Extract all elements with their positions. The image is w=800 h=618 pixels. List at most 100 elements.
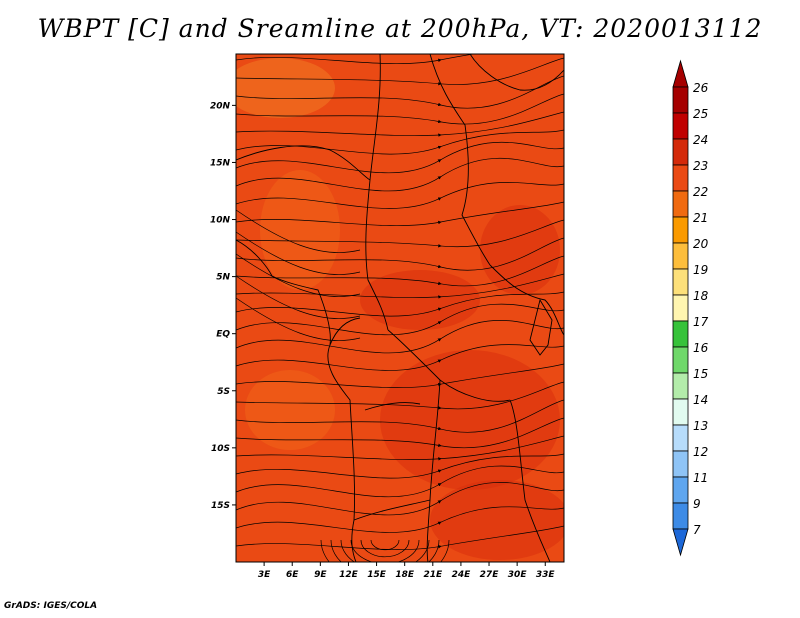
streamline	[236, 525, 564, 550]
colorbar-segment	[672, 138, 689, 166]
streamline	[236, 319, 564, 354]
lon-tick-label: 27E	[480, 570, 500, 580]
streamline	[236, 303, 564, 336]
streamline	[236, 344, 564, 371]
temperature-patch	[380, 350, 560, 490]
temperature-patch	[236, 58, 335, 118]
longitude-axis: 3E 6E 9E 12E 15E 18E 21E 24E 27E 30E 33E	[258, 562, 556, 580]
colorbar-segment	[672, 190, 689, 218]
streamline	[236, 201, 564, 226]
streamline	[236, 231, 361, 275]
colorbar-segment	[672, 268, 689, 296]
colorbar-label: 17	[693, 315, 709, 329]
lon-tick-label: 3E	[258, 570, 271, 580]
streamline	[340, 539, 430, 562]
colorbar-label: 12	[693, 445, 708, 459]
lat-tick-label: 15N	[210, 158, 231, 168]
colorbar-label: 21	[693, 211, 708, 225]
lon-tick-label: 18E	[395, 570, 415, 580]
streamlines	[236, 54, 564, 562]
coastline	[469, 54, 564, 91]
colorbar-segment	[672, 424, 689, 452]
streamline	[236, 182, 564, 209]
colorbar-top-cap	[672, 59, 689, 88]
coastline	[509, 399, 551, 562]
streamline	[236, 363, 564, 388]
coastlines	[236, 54, 564, 562]
streamline	[236, 275, 361, 319]
coastline	[353, 499, 431, 521]
colorbar-label: 26	[693, 81, 709, 95]
lon-tick-label: 9E	[314, 570, 327, 580]
lon-tick-label: 30E	[508, 570, 528, 580]
colorbar-segment	[672, 398, 689, 426]
coastline	[489, 264, 564, 336]
lat-tick-label: 20N	[210, 101, 231, 111]
streamline	[236, 417, 564, 449]
colorbar: 26 25 24 23 22 21 20 19 18 17 16 15 14 13 12 11 9 7	[672, 59, 709, 557]
coastline	[329, 317, 361, 346]
coastline	[426, 379, 441, 562]
streamline	[236, 111, 564, 137]
streamline	[236, 129, 564, 155]
streamline	[236, 482, 564, 516]
colorbar-label: 23	[693, 159, 708, 173]
streamline	[236, 93, 564, 125]
streamline	[236, 465, 564, 498]
colorbar-segment	[672, 112, 689, 140]
temperature-patch	[260, 170, 340, 290]
figure-title: WBPT [C] and Sreamline at 200hPa, VT: 20…	[37, 14, 763, 43]
temperature-patches	[236, 58, 564, 560]
temperature-patch	[245, 370, 335, 450]
streamline	[236, 57, 564, 86]
coastline	[365, 54, 389, 331]
streamline	[360, 539, 410, 558]
colorbar-segment	[672, 450, 689, 478]
colorbar-label: 14	[693, 393, 708, 407]
streamline	[236, 141, 564, 174]
map-frame	[235, 53, 565, 563]
lon-tick-label: 33E	[536, 570, 556, 580]
lat-tick-label: 5N	[216, 273, 230, 283]
colorbar-label: 13	[693, 419, 708, 433]
latitude-axis: 20N 15N 10N 5N EQ 5S 10S 15S	[210, 101, 236, 511]
lon-tick-label: 21E	[423, 570, 443, 580]
coastline	[364, 402, 421, 411]
streamline	[236, 381, 564, 410]
colorbar-segment	[672, 86, 689, 114]
streamline	[236, 453, 564, 479]
streamline	[236, 273, 564, 299]
lon-tick-label: 6E	[286, 570, 299, 580]
streamline	[236, 219, 564, 248]
colorbar-label: 15	[693, 367, 708, 381]
streamline	[330, 539, 440, 562]
lat-tick-label: 5S	[217, 387, 230, 397]
temperature-patch	[480, 205, 560, 295]
colorbar-label: 7	[693, 523, 701, 537]
colorbar-segment	[672, 372, 689, 400]
grads-credit: GrADS: IGES/COLA	[4, 601, 98, 611]
streamline	[236, 435, 564, 461]
temperature-patch	[430, 480, 564, 560]
coastline	[529, 298, 553, 356]
colorbar-label: 25	[693, 107, 708, 121]
colorbar-label: 9	[693, 497, 701, 511]
colorbar-label: 19	[693, 263, 708, 277]
streamline	[236, 54, 476, 64]
colorbar-segment	[672, 476, 689, 504]
colorbar-segment	[672, 216, 689, 244]
streamline	[236, 506, 564, 533]
colorbar-segment	[672, 320, 689, 348]
streamline	[350, 539, 420, 562]
colorbar-segment	[672, 502, 689, 530]
streamline	[236, 157, 564, 192]
streamline	[236, 209, 361, 253]
map-panel: 20N 15N 10N 5N EQ 5S 10S 15S 3E 6E 9E 12E 15E 18E 21E…	[210, 53, 565, 580]
colorbar-label: 16	[693, 341, 709, 355]
colorbar-label: 20	[693, 237, 709, 251]
lat-tick-label: EQ	[216, 330, 230, 340]
streamline	[320, 539, 450, 562]
colorbar-segment	[672, 294, 689, 322]
lat-tick-label: 10N	[210, 216, 231, 226]
